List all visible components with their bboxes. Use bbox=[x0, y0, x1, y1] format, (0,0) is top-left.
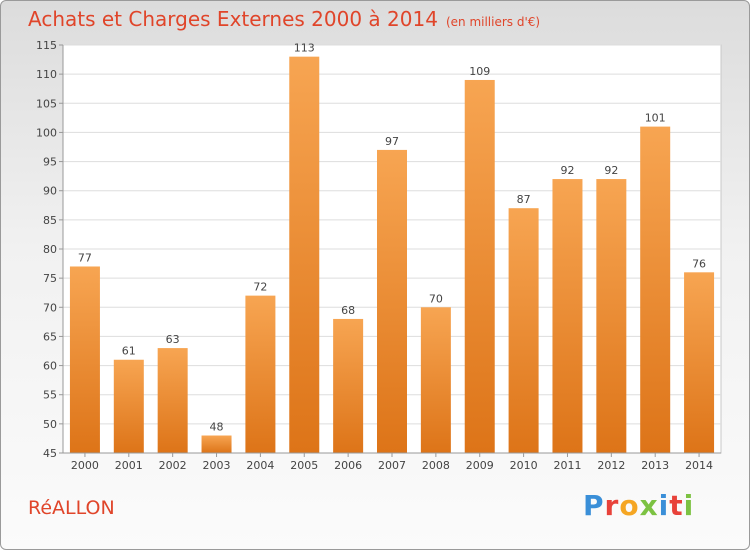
proxiti-logo: Proxiti bbox=[583, 489, 694, 522]
chart-subtitle: (en milliers d'€) bbox=[445, 15, 541, 29]
bar bbox=[596, 179, 627, 454]
bar-value-label: 63 bbox=[166, 333, 180, 346]
y-tick-label: 100 bbox=[36, 126, 57, 139]
bar bbox=[464, 79, 495, 453]
bar bbox=[69, 266, 100, 453]
y-tick-label: 50 bbox=[43, 418, 57, 431]
bar-value-label: 61 bbox=[122, 345, 136, 358]
y-tick-label: 60 bbox=[43, 360, 57, 373]
chart-title: Achats et Charges Externes 2000 à 2014 (e… bbox=[28, 7, 540, 31]
bar-value-label: 48 bbox=[210, 421, 224, 434]
bar-value-label: 92 bbox=[604, 164, 618, 177]
bar-value-label: 92 bbox=[560, 164, 574, 177]
y-tick-label: 95 bbox=[43, 156, 57, 169]
bar bbox=[289, 56, 320, 454]
bar-value-label: 113 bbox=[294, 42, 315, 55]
y-tick-label: 55 bbox=[43, 389, 57, 402]
bar-value-label: 72 bbox=[253, 281, 267, 294]
logo-letter: x bbox=[639, 489, 659, 522]
y-tick-label: 70 bbox=[43, 301, 57, 314]
logo-letter: P bbox=[583, 489, 605, 522]
x-tick-label: 2010 bbox=[510, 459, 538, 472]
x-tick-label: 2012 bbox=[597, 459, 625, 472]
y-tick-label: 90 bbox=[43, 185, 57, 198]
bar bbox=[684, 272, 715, 453]
x-tick-label: 2008 bbox=[422, 459, 450, 472]
bar bbox=[640, 126, 671, 453]
y-tick-label: 75 bbox=[43, 272, 57, 285]
y-tick-label: 105 bbox=[36, 97, 57, 110]
bar-value-label: 101 bbox=[645, 112, 666, 125]
bar-value-label: 97 bbox=[385, 135, 399, 148]
x-tick-label: 2011 bbox=[553, 459, 581, 472]
bar bbox=[157, 348, 188, 453]
logo-letter: i bbox=[658, 489, 670, 522]
x-tick-label: 2014 bbox=[685, 459, 713, 472]
y-tick-label: 115 bbox=[36, 39, 57, 52]
y-tick-label: 85 bbox=[43, 214, 57, 227]
bar-value-label: 76 bbox=[692, 257, 706, 270]
x-tick-label: 2004 bbox=[246, 459, 274, 472]
bar-value-label: 68 bbox=[341, 304, 355, 317]
x-tick-label: 2005 bbox=[290, 459, 318, 472]
bar bbox=[245, 295, 276, 453]
x-tick-label: 2009 bbox=[466, 459, 494, 472]
logo-letter: i bbox=[683, 489, 695, 522]
bar-value-label: 70 bbox=[429, 292, 443, 305]
y-tick-label: 110 bbox=[36, 68, 57, 81]
x-tick-label: 2001 bbox=[115, 459, 143, 472]
x-tick-label: 2003 bbox=[203, 459, 231, 472]
bar bbox=[377, 149, 407, 453]
commune-name: RéALLON bbox=[28, 497, 115, 519]
bar bbox=[508, 208, 539, 453]
logo-letter: o bbox=[619, 489, 640, 522]
bar bbox=[201, 435, 232, 453]
logo-letter: t bbox=[669, 489, 684, 522]
chart-title-text: Achats et Charges Externes 2000 à 2014 bbox=[28, 7, 438, 31]
x-tick-label: 2002 bbox=[159, 459, 187, 472]
bar-value-label: 87 bbox=[517, 193, 531, 206]
x-tick-label: 2013 bbox=[641, 459, 669, 472]
bar bbox=[333, 318, 364, 453]
y-tick-label: 65 bbox=[43, 330, 57, 343]
bar-value-label: 109 bbox=[469, 65, 490, 78]
bar bbox=[113, 359, 144, 453]
bar-value-label: 77 bbox=[78, 251, 92, 264]
logo-letter: r bbox=[604, 489, 620, 522]
x-tick-label: 2007 bbox=[378, 459, 406, 472]
bar bbox=[552, 179, 583, 454]
y-tick-label: 45 bbox=[43, 447, 57, 460]
x-tick-label: 2006 bbox=[334, 459, 362, 472]
y-tick-label: 80 bbox=[43, 243, 57, 256]
bar bbox=[420, 307, 451, 453]
x-tick-label: 2000 bbox=[71, 459, 99, 472]
